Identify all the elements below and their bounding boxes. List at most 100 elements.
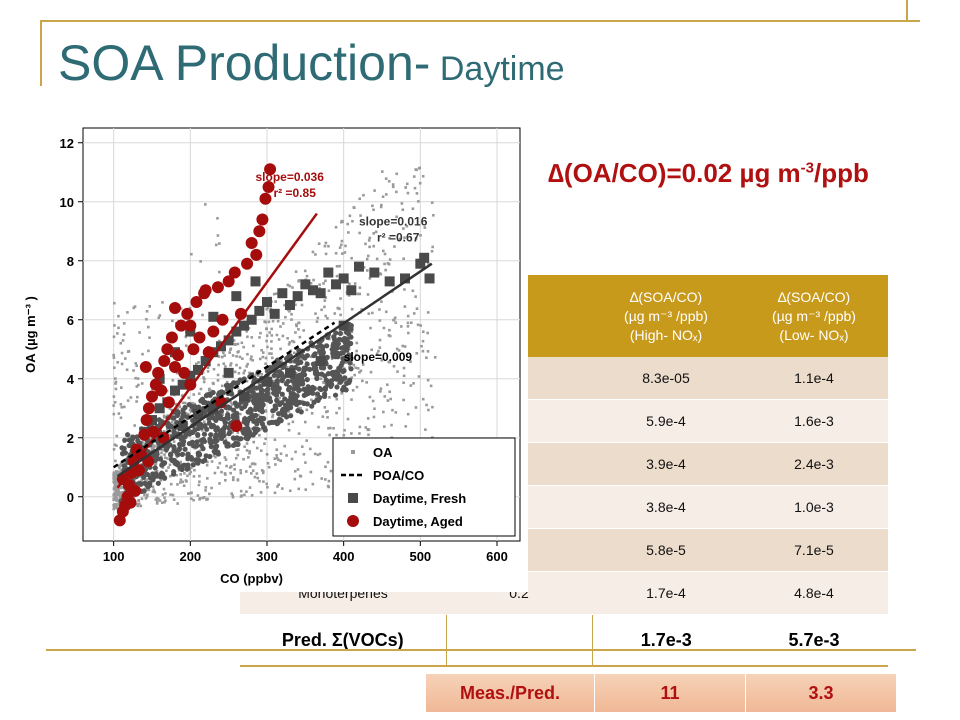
- oa-point: [291, 385, 294, 389]
- oa-point: [366, 254, 370, 258]
- fresh-point: [246, 314, 257, 325]
- oa-point: [236, 386, 240, 390]
- fresh-cloud-point: [184, 431, 190, 437]
- fresh-cloud-point: [334, 384, 340, 390]
- oa-point: [267, 320, 271, 324]
- oa-point: [346, 417, 350, 421]
- oa-point: [358, 197, 361, 201]
- fresh-cloud-point: [182, 446, 188, 452]
- oa-point: [404, 425, 408, 428]
- fresh-cloud-point: [258, 387, 264, 393]
- oa-point: [385, 383, 389, 387]
- oa-point: [273, 438, 277, 442]
- oa-point: [406, 325, 410, 328]
- fresh-cloud-point: [327, 364, 333, 370]
- fresh-cloud-point: [121, 445, 127, 452]
- oa-point: [284, 315, 287, 319]
- oa-point: [417, 200, 420, 203]
- aged-point: [181, 307, 194, 320]
- oa-point: [273, 457, 277, 460]
- oa-point: [220, 355, 224, 359]
- oa-point: [294, 450, 297, 454]
- oa-point: [169, 429, 173, 433]
- oa-point: [140, 497, 144, 501]
- oa-point: [118, 491, 122, 494]
- fresh-cloud-point: [134, 434, 140, 440]
- formula-main: ∆(OA/CO)=0.02 µg m: [548, 158, 801, 188]
- fresh-cloud-point: [196, 423, 202, 429]
- fresh-cloud-point: [167, 442, 173, 448]
- oa-point: [116, 471, 120, 475]
- oa-point: [204, 486, 208, 489]
- oa-point: [239, 469, 242, 472]
- oa-point: [120, 351, 124, 355]
- oa-point: [218, 461, 222, 465]
- fresh-point: [354, 261, 364, 272]
- fresh-cloud-point: [207, 391, 213, 397]
- oa-point: [205, 497, 209, 501]
- table-cell: 8.3e-05: [592, 357, 740, 400]
- oa-point: [275, 456, 279, 460]
- oa-point: [240, 494, 243, 497]
- oa-point: [248, 486, 252, 489]
- oa-point: [314, 312, 317, 315]
- oa-point: [181, 401, 185, 405]
- fresh-point: [208, 311, 219, 322]
- oa-point: [365, 269, 369, 272]
- fresh-cloud-point: [346, 379, 352, 386]
- aged-point: [245, 237, 258, 250]
- oa-point: [424, 428, 427, 431]
- legend-oa-marker: [351, 450, 355, 454]
- fresh-cloud-point: [244, 435, 250, 441]
- fresh-cloud-point: [208, 432, 214, 438]
- fresh-cloud-point: [244, 421, 250, 427]
- fresh-point: [154, 403, 165, 414]
- fresh-point: [262, 297, 272, 308]
- fresh-cloud-point: [333, 330, 339, 336]
- oa-point: [287, 428, 291, 432]
- fresh-cloud-point: [283, 381, 289, 387]
- fresh-cloud-point: [329, 382, 335, 388]
- oa-point: [112, 507, 116, 511]
- oa-point: [294, 323, 298, 326]
- oa-point: [186, 474, 189, 478]
- oa-point: [113, 485, 117, 489]
- oa-point: [136, 395, 139, 399]
- fresh-cloud-point: [194, 439, 200, 445]
- fresh-cloud-point: [120, 451, 126, 457]
- oa-point: [359, 369, 363, 373]
- oa-point: [113, 377, 117, 380]
- oa-point: [248, 450, 252, 453]
- fresh-cloud-point: [348, 366, 354, 372]
- oa-point: [116, 332, 119, 335]
- oa-point: [171, 319, 174, 323]
- oa-point: [324, 241, 328, 245]
- oa-point: [382, 410, 385, 414]
- oa-point: [188, 408, 192, 412]
- oa-point: [218, 482, 221, 485]
- oa-point: [132, 306, 136, 310]
- table-header-line: ∆(SOA/CO): [629, 288, 703, 305]
- oa-vs-co-scatter-plot: 100 200 300 400 500 600 0 2 4 6 8 10 12 CO (ppbv) OA (…: [15, 118, 528, 592]
- oa-point: [230, 465, 233, 468]
- oa-point: [403, 345, 407, 348]
- oa-point: [414, 295, 417, 298]
- fresh-cloud-point: [265, 386, 271, 392]
- oa-point: [390, 423, 393, 427]
- fresh-cloud-point: [237, 436, 243, 442]
- oa-point: [421, 174, 425, 178]
- oa-point: [265, 482, 269, 486]
- oa-point: [275, 333, 279, 337]
- fresh-cloud-point: [147, 480, 153, 486]
- fresh-cloud-point: [212, 449, 218, 456]
- oa-point: [231, 494, 234, 497]
- oa-point: [371, 399, 375, 403]
- oa-point: [155, 500, 159, 503]
- oa-point: [401, 208, 405, 212]
- oa-point: [378, 338, 382, 342]
- formula-tail: /ppb: [814, 158, 869, 188]
- oa-point: [144, 497, 148, 500]
- oa-point: [199, 387, 203, 391]
- oa-point: [175, 473, 179, 477]
- oa-point: [267, 465, 271, 469]
